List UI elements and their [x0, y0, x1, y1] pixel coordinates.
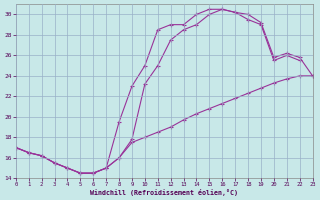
- X-axis label: Windchill (Refroidissement éolien,°C): Windchill (Refroidissement éolien,°C): [90, 189, 238, 196]
